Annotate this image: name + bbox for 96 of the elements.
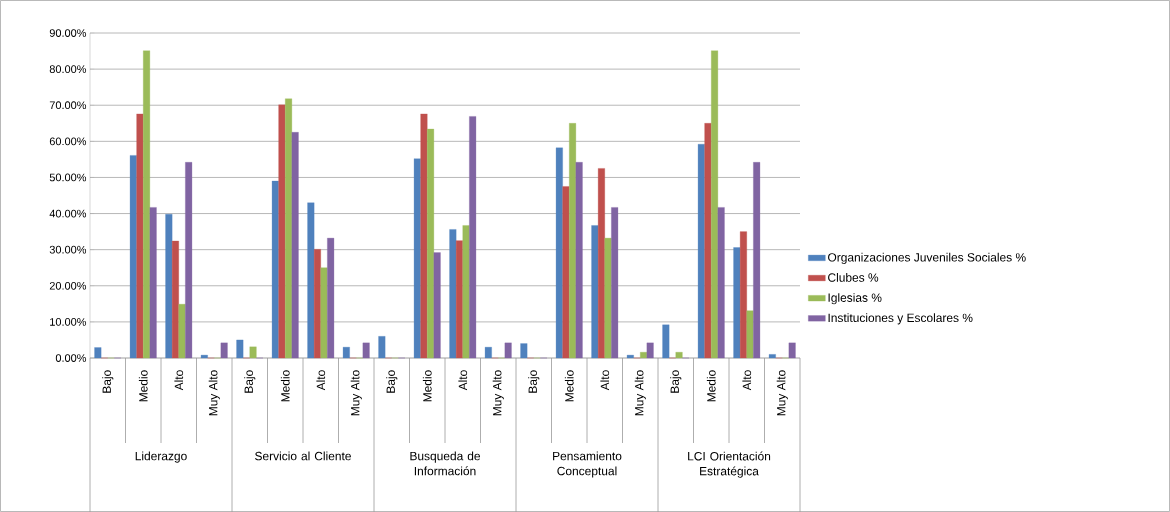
x-tick-label: Medio bbox=[706, 370, 716, 402]
bar bbox=[626, 354, 634, 359]
bar bbox=[420, 113, 428, 359]
x-tick-label: Alto bbox=[742, 370, 752, 391]
bar bbox=[165, 214, 173, 359]
bar bbox=[327, 237, 335, 359]
bar bbox=[249, 346, 257, 359]
y-tick-label: 90.00% bbox=[49, 29, 87, 37]
text: Servicio al Cliente bbox=[255, 451, 351, 461]
bar bbox=[342, 347, 350, 359]
x-tick-label: Bajo bbox=[528, 370, 540, 393]
bar bbox=[320, 267, 328, 359]
bar bbox=[236, 339, 244, 359]
x-tick-label: Muy Alto bbox=[492, 370, 504, 416]
bar bbox=[562, 186, 570, 359]
bar bbox=[788, 342, 796, 359]
bar bbox=[136, 113, 144, 359]
bar bbox=[484, 347, 492, 359]
legend-label: Organizaciones Juveniles Sociales % bbox=[828, 252, 1026, 264]
x-tick-label: Muy Alto bbox=[634, 370, 646, 416]
bar bbox=[413, 158, 421, 359]
x-tick-label: Bajo bbox=[670, 370, 682, 393]
bar bbox=[591, 225, 599, 359]
x-tick-label: Muy Alto bbox=[350, 370, 362, 416]
y-tick-label: 80.00% bbox=[49, 65, 87, 73]
x-tick-label: Muy Alto bbox=[208, 370, 220, 416]
bar bbox=[143, 50, 150, 359]
x-tick-label: Medio bbox=[564, 370, 574, 402]
x-tick-label: Alto bbox=[316, 370, 326, 391]
bar bbox=[740, 231, 747, 359]
bar bbox=[291, 132, 299, 359]
x-tick-label: Muy Alto bbox=[776, 370, 788, 416]
bar bbox=[449, 229, 457, 359]
x-tick-label: Alto bbox=[458, 370, 468, 391]
bar bbox=[746, 310, 754, 359]
bar bbox=[378, 336, 386, 359]
bar bbox=[520, 343, 528, 359]
bar bbox=[675, 352, 683, 359]
x-tick-label: Alto bbox=[600, 370, 610, 391]
bar bbox=[504, 342, 512, 359]
bar bbox=[697, 144, 705, 359]
x-tick-label: Medio bbox=[138, 370, 148, 402]
y-tick-label: 30.00% bbox=[49, 245, 87, 254]
bar bbox=[149, 207, 157, 359]
text: Busqueda de Información bbox=[410, 451, 481, 476]
bar bbox=[604, 237, 612, 359]
bar bbox=[314, 249, 321, 359]
bar bbox=[427, 128, 435, 359]
y-tick-label: 0.00% bbox=[55, 354, 87, 362]
legend-label: Iglesias % bbox=[828, 293, 882, 305]
bar bbox=[172, 240, 179, 359]
bar bbox=[768, 354, 776, 359]
x-tick-label: Medio bbox=[280, 370, 290, 402]
bar bbox=[278, 104, 286, 359]
bar bbox=[555, 147, 563, 359]
bar bbox=[598, 168, 605, 359]
bar bbox=[469, 116, 477, 359]
bar bbox=[271, 180, 279, 359]
bar bbox=[433, 252, 441, 359]
bar bbox=[307, 202, 315, 359]
bar bbox=[94, 347, 102, 359]
y-tick-label: 70.00% bbox=[49, 101, 87, 110]
y-tick-label: 10.00% bbox=[50, 318, 87, 326]
bar bbox=[733, 247, 741, 359]
x-tick-label: Bajo bbox=[244, 370, 256, 393]
bar bbox=[285, 98, 292, 359]
bar bbox=[220, 342, 228, 359]
text: Liderazgo bbox=[135, 451, 187, 463]
x-tick-label: Bajo bbox=[102, 370, 114, 393]
bar bbox=[711, 50, 719, 359]
bar bbox=[129, 155, 137, 359]
bar bbox=[646, 342, 654, 359]
text: Pensamiento Conceptual bbox=[553, 451, 622, 478]
bar bbox=[704, 123, 712, 359]
text: LCI Orientación Estratégica bbox=[688, 451, 771, 478]
legend-label: Clubes % bbox=[828, 272, 879, 282]
x-tick-label: Alto bbox=[174, 370, 184, 391]
bar bbox=[362, 342, 370, 359]
bar bbox=[178, 304, 186, 359]
bar bbox=[611, 207, 619, 359]
y-tick-label: 20.00% bbox=[49, 281, 87, 290]
bar bbox=[185, 162, 193, 359]
bar bbox=[200, 354, 208, 359]
bar bbox=[569, 123, 577, 359]
bar bbox=[640, 352, 648, 359]
bar bbox=[662, 324, 670, 359]
bar bbox=[575, 162, 583, 359]
y-tick-label: 40.00% bbox=[49, 209, 87, 218]
x-tick-label: Medio bbox=[422, 370, 432, 402]
x-tick-label: Bajo bbox=[386, 370, 398, 393]
y-tick-label: 50.00% bbox=[49, 173, 87, 182]
y-tick-label: 60.00% bbox=[49, 137, 87, 146]
bar bbox=[462, 225, 470, 359]
bar bbox=[717, 207, 725, 359]
bar bbox=[753, 162, 761, 359]
legend-label: Instituciones y Escolares % bbox=[828, 313, 973, 325]
